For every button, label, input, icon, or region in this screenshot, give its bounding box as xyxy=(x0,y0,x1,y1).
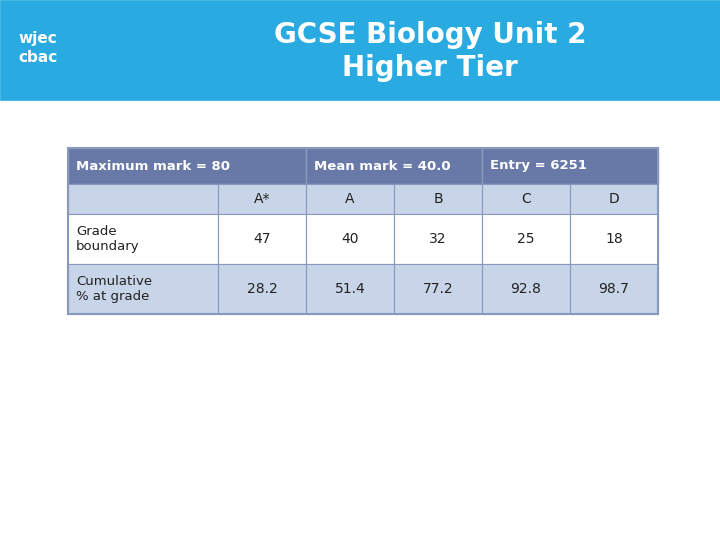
Bar xyxy=(306,148,482,184)
Text: 18: 18 xyxy=(605,232,623,246)
Text: 40: 40 xyxy=(341,232,359,246)
Bar xyxy=(68,148,306,184)
Text: Maximum mark = 80: Maximum mark = 80 xyxy=(76,159,230,172)
Text: 47: 47 xyxy=(253,232,271,246)
Bar xyxy=(394,184,482,214)
Bar xyxy=(394,264,482,314)
Bar xyxy=(306,214,394,264)
Text: cbac: cbac xyxy=(19,51,58,65)
Text: 51.4: 51.4 xyxy=(335,282,365,296)
Text: 77.2: 77.2 xyxy=(423,282,454,296)
Text: A*: A* xyxy=(253,192,270,206)
Text: A: A xyxy=(346,192,355,206)
Text: Mean mark = 40.0: Mean mark = 40.0 xyxy=(314,159,451,172)
Bar xyxy=(218,214,306,264)
Bar xyxy=(482,184,570,214)
Text: D: D xyxy=(608,192,619,206)
Text: 32: 32 xyxy=(429,232,446,246)
Bar xyxy=(218,264,306,314)
Text: Higher Tier: Higher Tier xyxy=(342,54,518,82)
Text: Grade
boundary: Grade boundary xyxy=(76,225,140,253)
Bar xyxy=(482,148,658,184)
Text: wjec: wjec xyxy=(19,30,58,45)
Bar xyxy=(68,148,658,314)
Bar xyxy=(306,264,394,314)
Bar xyxy=(570,264,658,314)
Text: GCSE Biology Unit 2: GCSE Biology Unit 2 xyxy=(274,21,586,49)
Text: 92.8: 92.8 xyxy=(510,282,541,296)
Text: 28.2: 28.2 xyxy=(247,282,277,296)
Bar xyxy=(394,214,482,264)
Bar xyxy=(570,214,658,264)
Bar xyxy=(68,214,218,264)
Bar xyxy=(570,184,658,214)
Bar xyxy=(482,264,570,314)
Text: Cumulative
% at grade: Cumulative % at grade xyxy=(76,275,152,303)
Bar xyxy=(306,184,394,214)
Bar xyxy=(0,0,720,100)
Text: Entry = 6251: Entry = 6251 xyxy=(490,159,587,172)
Text: 25: 25 xyxy=(517,232,535,246)
Bar xyxy=(68,184,218,214)
Bar xyxy=(482,214,570,264)
Text: B: B xyxy=(433,192,443,206)
Text: C: C xyxy=(521,192,531,206)
Bar xyxy=(68,264,218,314)
Bar xyxy=(218,184,306,214)
Text: 98.7: 98.7 xyxy=(598,282,629,296)
